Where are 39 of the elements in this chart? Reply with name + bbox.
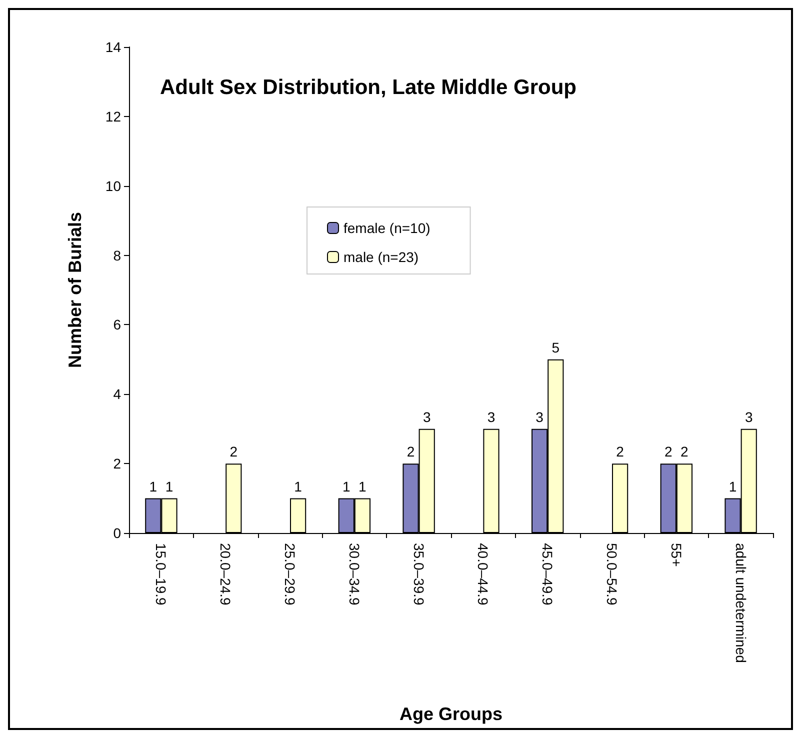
x-tick-label: adult undetermined [732,543,749,663]
y-tick-label: 4 [113,386,122,402]
data-label: 3 [487,408,496,425]
data-label: 1 [149,478,158,494]
x-tick-label: 25.0–29.9 [282,543,298,606]
x-tick-label: 30.0–34.9 [346,543,362,606]
x-tick-label: 20.0–24.9 [218,543,234,606]
data-label: 2 [406,444,415,460]
y-tick-label: 14 [105,39,122,55]
y-axis-title: Number of Burials [65,212,85,368]
x-axis-title: Age Groups [399,704,503,724]
data-label: 1 [165,478,174,494]
text: Adult Sex Distribution, Late Middle Group [160,76,577,99]
data-label: 1 [358,478,367,494]
y-tick-label: 12 [105,108,122,124]
y-tick-label: 2 [113,456,122,472]
x-tick-label: 55+ [668,543,684,567]
legend-label: female (n=10) [344,220,430,236]
data-label: 1 [728,478,737,494]
data-label: 5 [552,339,560,356]
x-tick-label: 45.0–49.9 [540,543,556,606]
data-label: 2 [616,444,624,460]
data-label: 3 [536,408,544,425]
x-tick-label: 40.0–44.9 [475,543,492,606]
x-tick-label: 50.0–54.9 [604,543,620,606]
data-label: 2 [230,444,238,460]
legend-label: male (n=23) [344,249,419,265]
data-label: 2 [664,444,672,460]
y-tick-label: 8 [113,247,122,264]
y-tick-label: 0 [113,525,122,541]
data-label: 3 [422,408,431,425]
x-tick-label: 35.0–39.9 [410,543,427,606]
x-tick-label: 15.0–19.9 [153,543,170,606]
data-label: 2 [680,444,689,460]
data-label: 1 [294,478,302,494]
data-label: 3 [744,408,753,425]
data-label: 1 [342,478,350,494]
y-tick-label: 6 [113,316,122,333]
y-tick-label: 10 [105,178,122,194]
